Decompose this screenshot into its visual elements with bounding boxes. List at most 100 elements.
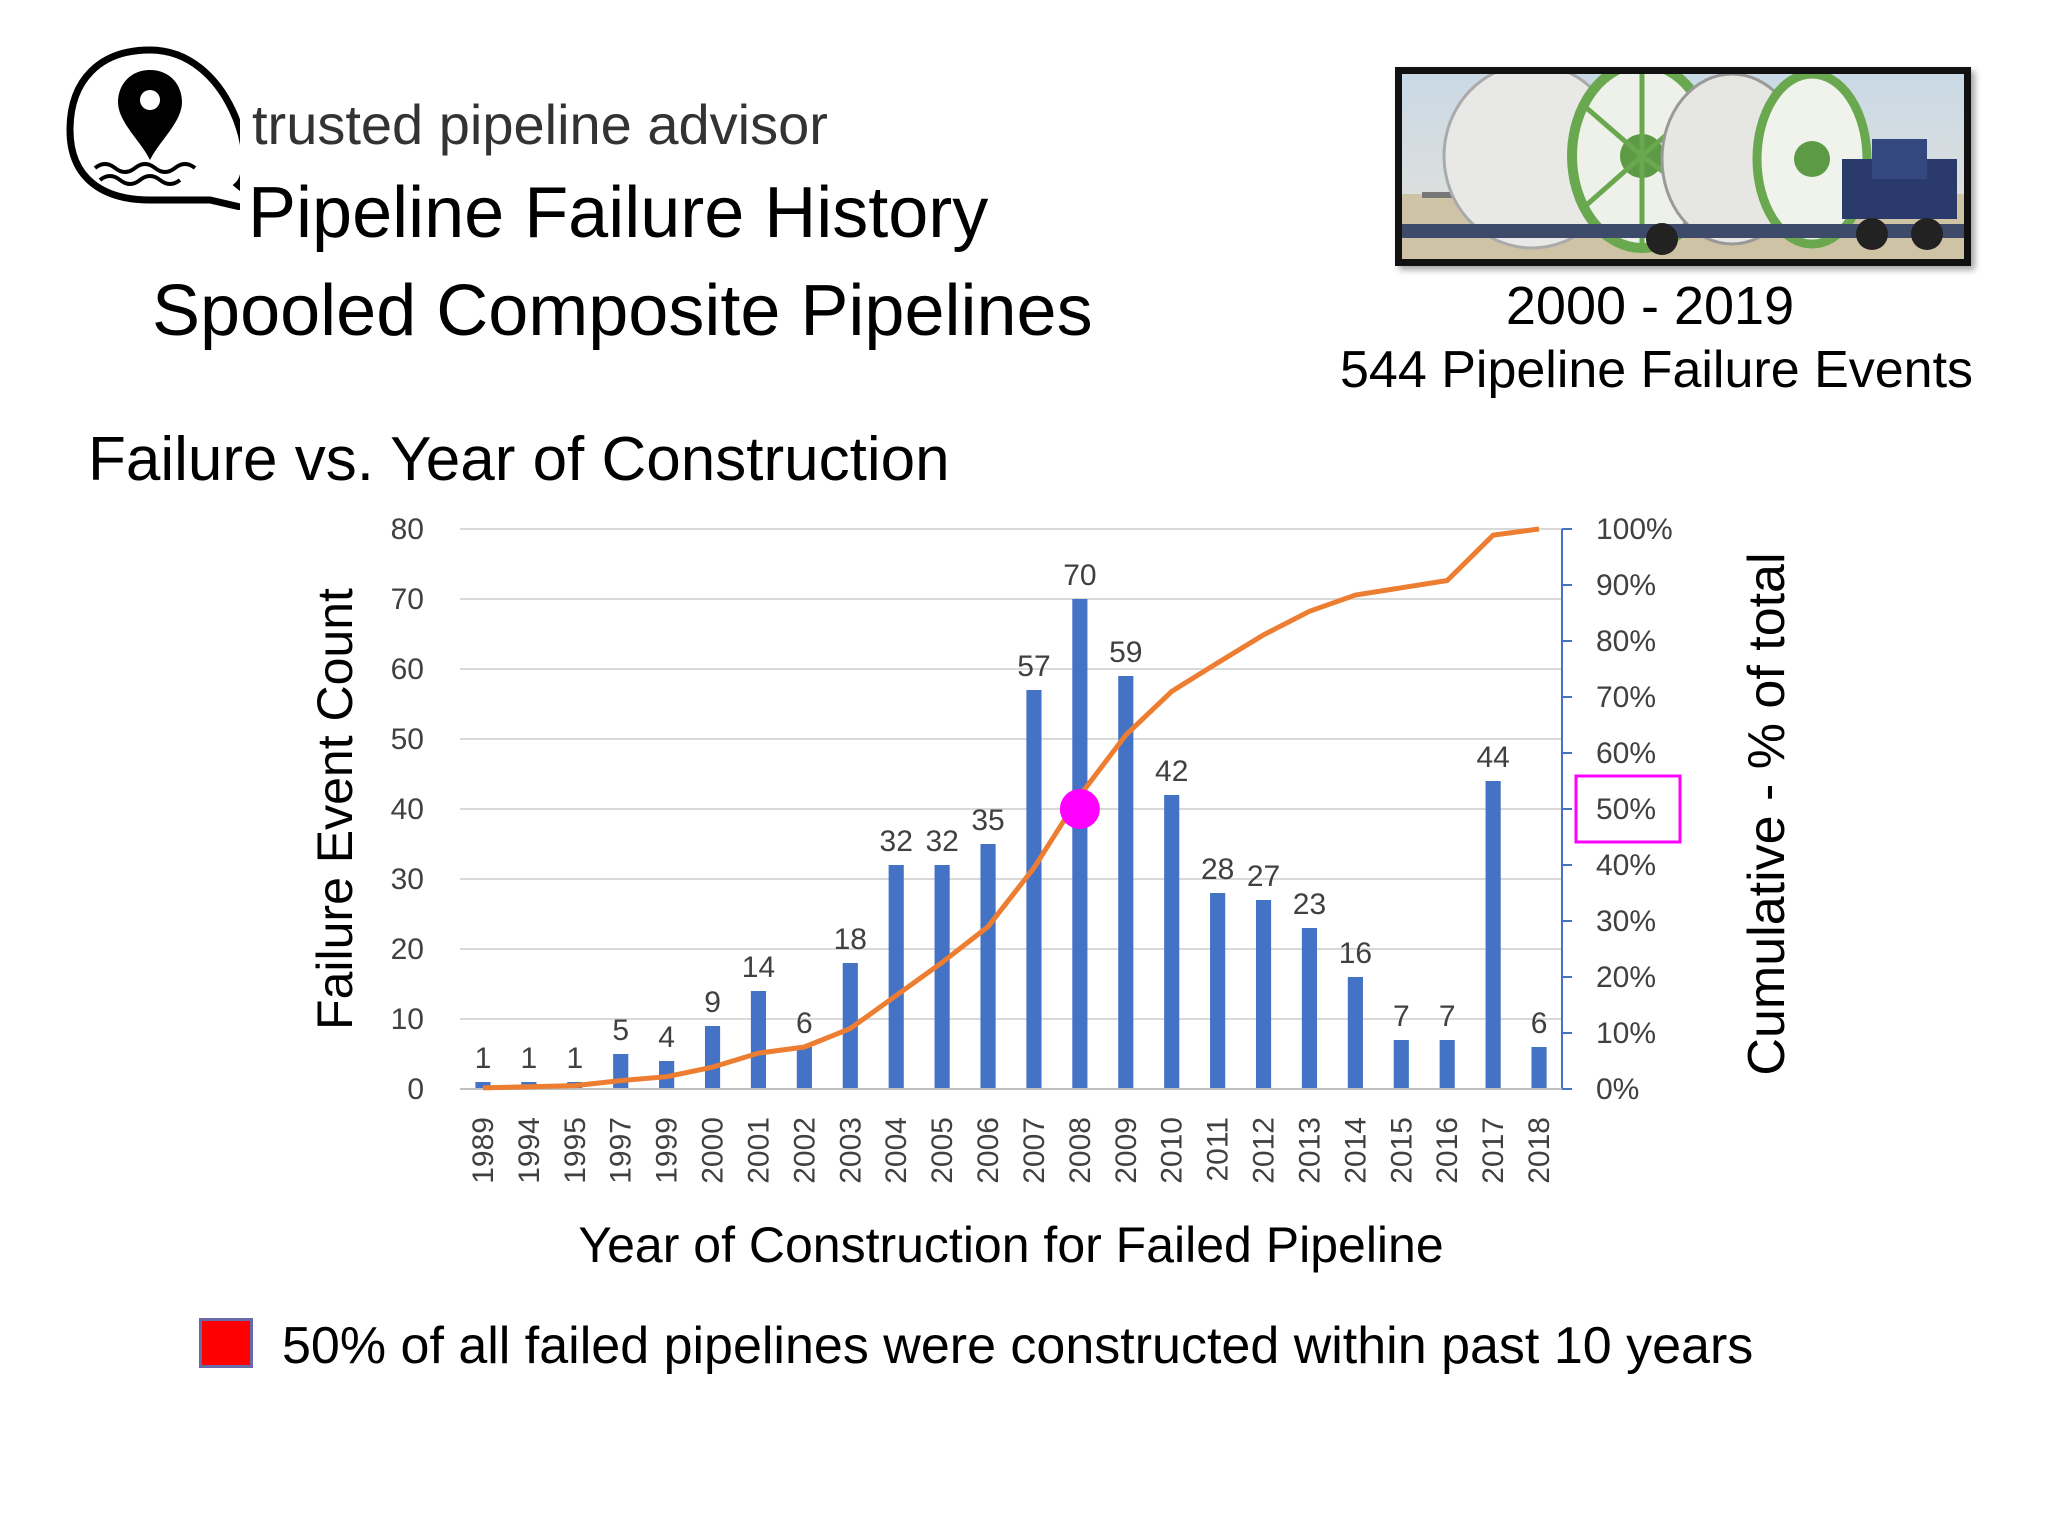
x-tick-label: 1994 <box>513 1117 546 1184</box>
y-tick-label: 60 <box>391 653 424 686</box>
data-label: 27 <box>1247 860 1280 893</box>
x-tick-label: 2014 <box>1339 1117 1372 1184</box>
x-tick-label: 2008 <box>1064 1117 1097 1184</box>
data-label: 32 <box>880 825 913 858</box>
x-tick-label: 2017 <box>1477 1117 1510 1184</box>
data-label: 59 <box>1109 636 1142 669</box>
y2-tick-label: 50% <box>1596 793 1656 826</box>
bar <box>1072 599 1088 1089</box>
y2-tick-label: 90% <box>1596 569 1656 602</box>
data-label: 6 <box>796 1007 813 1040</box>
data-label: 7 <box>1393 1000 1410 1033</box>
y2-tick-label: 0% <box>1596 1073 1639 1106</box>
bar <box>750 991 767 1089</box>
brand-name: trusted pipeline advisor <box>252 93 828 156</box>
y-tick-label: 20 <box>391 933 424 966</box>
data-label: 7 <box>1439 1000 1456 1033</box>
pipe-reel-photo <box>1395 67 1971 266</box>
data-label: 1 <box>475 1042 492 1075</box>
x-tick-label: 2007 <box>1018 1117 1051 1184</box>
x-tick-label: 1999 <box>651 1117 684 1184</box>
bar <box>1301 928 1318 1089</box>
y2-tick-label: 40% <box>1596 849 1656 882</box>
x-tick-label: 1997 <box>605 1117 638 1184</box>
bar <box>980 844 996 1089</box>
y2-tick-label: 70% <box>1596 681 1656 714</box>
data-label: 32 <box>925 825 958 858</box>
data-label: 44 <box>1476 741 1509 774</box>
event-summary: 544 Pipeline Failure Events <box>1340 341 1974 399</box>
page-title: Pipeline Failure History <box>248 173 989 253</box>
bar <box>1164 795 1180 1089</box>
x-tick-label: 2015 <box>1385 1117 1418 1184</box>
x-tick-label: 2016 <box>1431 1117 1464 1184</box>
bar <box>1210 893 1226 1089</box>
y-tick-label: 40 <box>391 793 424 826</box>
bar <box>1347 977 1363 1089</box>
data-label: 35 <box>971 804 1004 837</box>
bar <box>613 1054 629 1089</box>
y-tick-label: 50 <box>391 723 424 756</box>
y-tick-label: 0 <box>407 1073 424 1106</box>
x-tick-label: 2002 <box>788 1117 821 1184</box>
y-tick-label: 10 <box>391 1003 424 1036</box>
data-label: 18 <box>834 923 867 956</box>
x-tick-label: 1989 <box>467 1117 500 1184</box>
data-label: 16 <box>1339 937 1372 970</box>
cumulative-line <box>482 526 1540 1091</box>
y2-tick-label: 10% <box>1596 1017 1656 1050</box>
y2-tick-label: 30% <box>1596 905 1656 938</box>
bar <box>1393 1040 1409 1089</box>
data-label: 5 <box>612 1014 629 1047</box>
x-tick-label: 2003 <box>834 1117 867 1184</box>
data-label: 9 <box>704 986 721 1019</box>
data-label: 28 <box>1201 853 1234 886</box>
data-label: 6 <box>1531 1007 1548 1040</box>
x-tick-label: 2006 <box>972 1117 1005 1184</box>
section-title: Failure vs. Year of Construction <box>88 425 950 494</box>
x-tick-label: 2010 <box>1156 1117 1189 1184</box>
y2-axis-title: Cumulative - % of total <box>1738 552 1796 1075</box>
data-label: 4 <box>658 1021 675 1054</box>
location-pin-speech-bubble-icon <box>66 46 240 210</box>
bar <box>1485 781 1501 1089</box>
data-label: 23 <box>1293 888 1326 921</box>
legend-swatch <box>199 1318 253 1368</box>
data-label: 1 <box>566 1042 583 1075</box>
bar <box>1118 676 1134 1089</box>
x-tick-label: 2013 <box>1293 1117 1326 1184</box>
bar <box>1026 690 1042 1089</box>
date-range: 2000 - 2019 <box>1505 276 1795 336</box>
x-tick-label: 2005 <box>926 1117 959 1184</box>
data-label: 57 <box>1017 650 1050 683</box>
x-tick-label: 2004 <box>880 1117 913 1184</box>
bar <box>796 1047 812 1089</box>
data-label: 1 <box>521 1042 538 1075</box>
median-marker <box>1059 789 1100 829</box>
bar <box>1439 1040 1455 1089</box>
x-axis-title: Year of Construction for Failed Pipeline <box>578 1217 1443 1273</box>
bar <box>704 1026 721 1089</box>
bar <box>934 865 950 1089</box>
x-tick-label: 2018 <box>1523 1117 1556 1184</box>
y-tick-label: 30 <box>391 863 424 896</box>
legend-text: 50% of all failed pipelines were constru… <box>282 1317 1754 1375</box>
x-tick-label: 1995 <box>559 1117 592 1184</box>
x-tick-label: 2000 <box>697 1117 730 1184</box>
bar <box>888 865 904 1089</box>
y2-tick-label: 60% <box>1596 737 1656 770</box>
bar <box>1531 1047 1547 1089</box>
y2-tick-label: 80% <box>1596 625 1656 658</box>
x-tick-label: 2001 <box>742 1117 775 1184</box>
y-tick-label: 70 <box>391 583 424 616</box>
page-subtitle: Spooled Composite Pipelines <box>152 271 1093 351</box>
data-label: 14 <box>742 951 775 984</box>
y2-tick-label: 100% <box>1596 513 1673 546</box>
y-tick-label: 80 <box>391 513 424 546</box>
data-label: 70 <box>1063 559 1096 592</box>
highlight-tick-box <box>1574 774 1682 844</box>
x-tick-label: 2011 <box>1202 1117 1235 1182</box>
y2-tick-label: 20% <box>1596 961 1656 994</box>
x-tick-label: 2009 <box>1110 1117 1143 1184</box>
